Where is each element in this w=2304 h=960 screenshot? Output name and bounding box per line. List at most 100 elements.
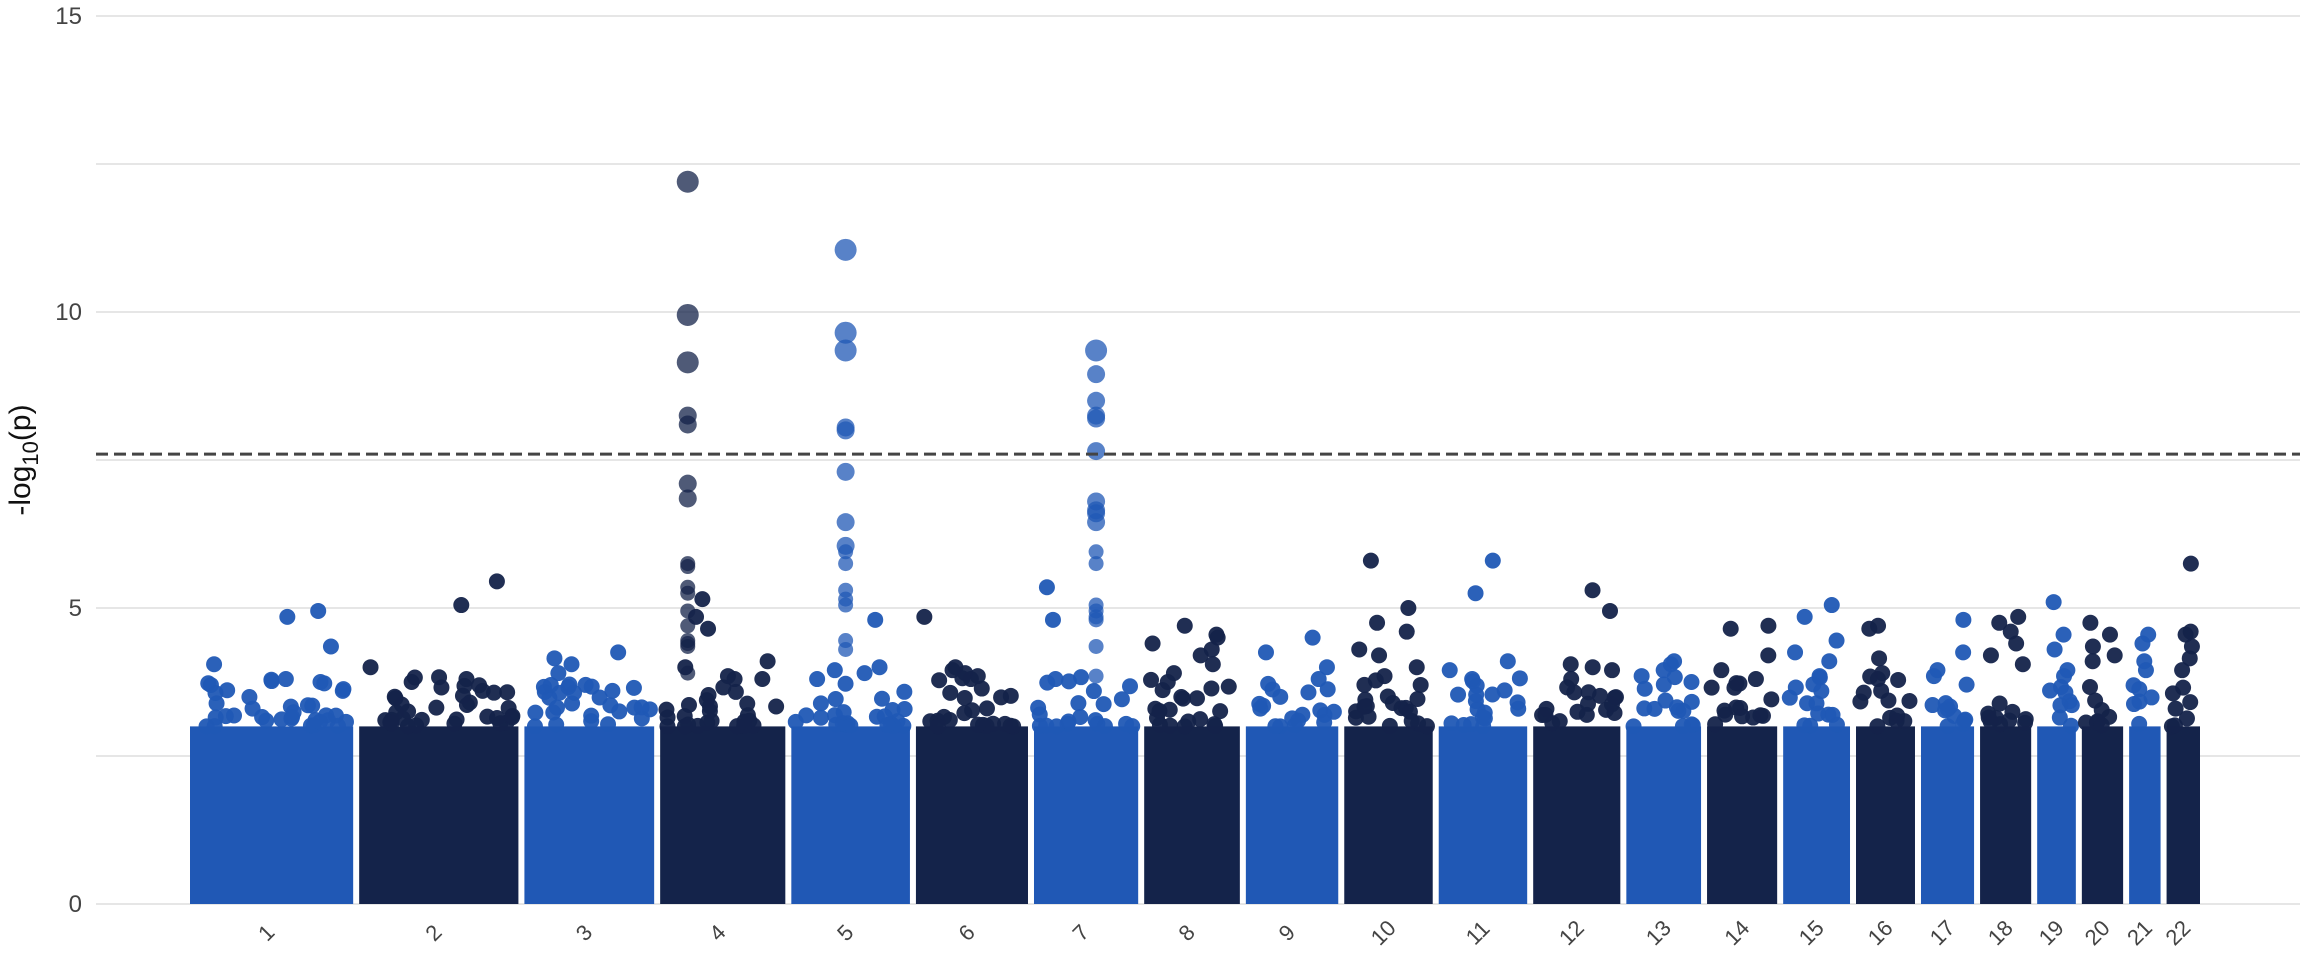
snp-point (2125, 677, 2142, 694)
snp-point (284, 709, 301, 726)
snp-hit (322, 638, 339, 655)
y-axis-title: -log10(p) (4, 404, 43, 515)
peak-snp-point (676, 170, 699, 193)
snp-hit (1144, 635, 1161, 652)
snp-hit (1204, 656, 1221, 673)
peak-snp-point (838, 641, 854, 657)
peak-snp-point (1087, 442, 1106, 461)
snp-point (1717, 706, 1734, 723)
snp-hit (1760, 617, 1777, 634)
snp-hit (453, 597, 470, 614)
snp-point (2017, 711, 2034, 728)
snp-point (226, 707, 243, 724)
snp-point (1813, 683, 1830, 700)
snp-hit (1869, 671, 1886, 688)
background-snp-band (1980, 726, 2032, 904)
peak-snp-point (834, 321, 857, 344)
snp-point (1810, 705, 1827, 722)
snp-point (1474, 709, 1491, 726)
background-snp-band (1533, 726, 1621, 904)
snp-point (812, 709, 829, 726)
snp-hit (1821, 653, 1838, 670)
snp-point (1356, 698, 1373, 715)
snp-hit (1318, 659, 1335, 676)
chromosome-label: 7 (1068, 920, 1094, 946)
background-snp-band (190, 726, 354, 904)
snp-hit (1362, 552, 1379, 569)
snp-hit (458, 671, 475, 688)
snp-point (1188, 690, 1205, 707)
peak-snp-point (838, 597, 854, 613)
y-axis-title-base: -log (4, 466, 37, 516)
snp-point (448, 711, 465, 728)
snp-point (827, 691, 844, 708)
y-axis-title-tail: (p) (4, 404, 37, 441)
snp-hit (700, 620, 717, 637)
snp-hit (867, 611, 884, 628)
snp-point (1625, 718, 1642, 735)
chromosome-label: 6 (953, 920, 979, 946)
snp-hit (2008, 635, 2025, 652)
chromosome-20-points (2077, 614, 2124, 904)
snp-point (2042, 682, 2059, 699)
snp-point (741, 712, 758, 729)
snp-point (311, 713, 328, 730)
snp-hit (916, 608, 933, 625)
snp-point (754, 670, 771, 687)
snp-point (956, 689, 973, 706)
snp-point (564, 695, 581, 712)
chromosome-label: 2 (420, 920, 446, 946)
chromosome-8-points (1143, 617, 1240, 904)
snp-hit (206, 656, 223, 673)
snp-point (1122, 678, 1139, 695)
snp-point (1566, 684, 1583, 701)
snp-point (548, 716, 565, 733)
snp-point (527, 704, 544, 721)
snp-point (1180, 713, 1197, 730)
snp-point (2004, 703, 2021, 720)
snp-point (2051, 709, 2068, 726)
background-snp-band (1033, 726, 1139, 904)
snp-point (1070, 695, 1087, 712)
snp-point (1890, 671, 1907, 688)
snp-point (548, 699, 565, 716)
snp-hit (474, 682, 491, 699)
snp-point (1316, 714, 1333, 731)
snp-point (1073, 669, 1090, 686)
snp-hit (2056, 668, 2073, 685)
snp-hit (277, 671, 294, 688)
background-snp-band (359, 726, 519, 904)
snp-hit (610, 644, 627, 661)
peak-snp-point (1087, 391, 1106, 410)
snp-hit (1823, 597, 1840, 614)
snp-hit (1982, 647, 1999, 664)
snp-point (2182, 694, 2199, 711)
snp-point (600, 716, 617, 733)
background-snp-band (915, 726, 1028, 904)
snp-hit (1398, 623, 1415, 640)
snp-hit (1464, 671, 1481, 688)
snp-hit (1991, 614, 2008, 631)
chromosome-14-points (1703, 617, 1780, 904)
snp-hit (1400, 600, 1417, 616)
snp-point (1143, 671, 1160, 688)
snp-point (997, 715, 1014, 732)
snp-hit (1584, 659, 1601, 676)
snp-point (1674, 718, 1691, 735)
snp-point (1763, 691, 1780, 708)
snp-point (1869, 718, 1886, 735)
peak-snp-point (678, 474, 697, 493)
chromosome-2-points (359, 573, 521, 904)
snp-point (413, 711, 430, 728)
chromosome-9-points (1245, 629, 1342, 904)
snp-hit (2084, 653, 2101, 670)
snp-point (1260, 675, 1277, 692)
chromosome-label: 16 (1863, 915, 1898, 950)
chromosome-7-points (1030, 339, 1141, 904)
snp-hit (726, 671, 743, 688)
chromosome-10-points (1344, 552, 1435, 904)
peak-snp-point (680, 603, 696, 619)
snp-point (727, 683, 744, 700)
snp-point (1347, 709, 1364, 726)
snp-point (1707, 716, 1724, 733)
